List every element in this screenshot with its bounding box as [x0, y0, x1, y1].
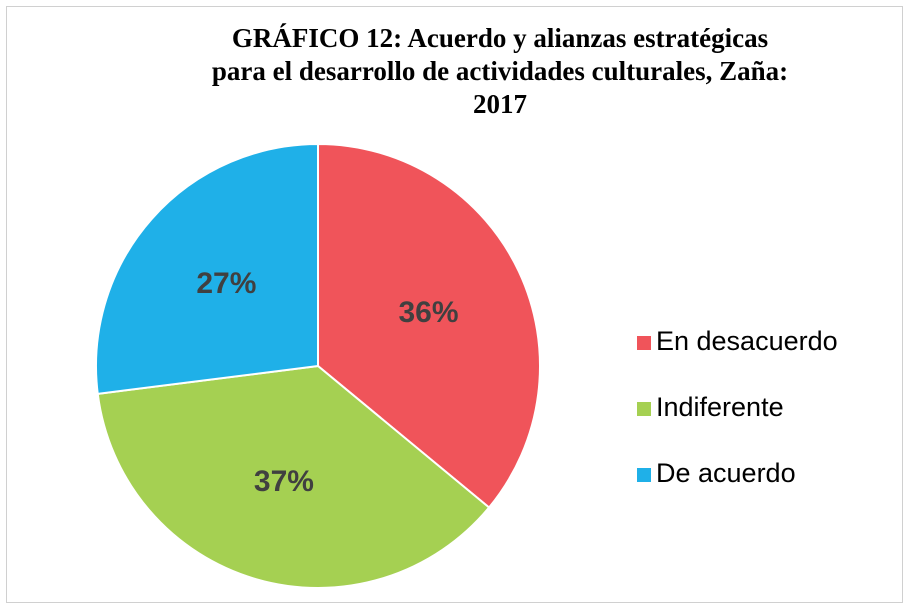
data-label: 37%	[254, 465, 314, 498]
legend-label: De acuerdo	[656, 458, 796, 488]
chart-frame	[6, 6, 903, 603]
legend-swatch	[637, 402, 651, 416]
data-label: 27%	[196, 267, 256, 300]
pie-slice	[95, 142, 319, 395]
legend-swatch	[637, 468, 651, 482]
pie-slice	[317, 142, 541, 509]
chart-title: GRÁFICO 12: Acuerdo y alianzas estratégi…	[211, 23, 789, 119]
legend-label: En desacuerdo	[656, 326, 838, 356]
data-label: 36%	[398, 296, 458, 329]
legend-swatch	[637, 336, 651, 350]
pie-slice	[96, 364, 491, 589]
legend-label: Indiferente	[656, 392, 784, 422]
